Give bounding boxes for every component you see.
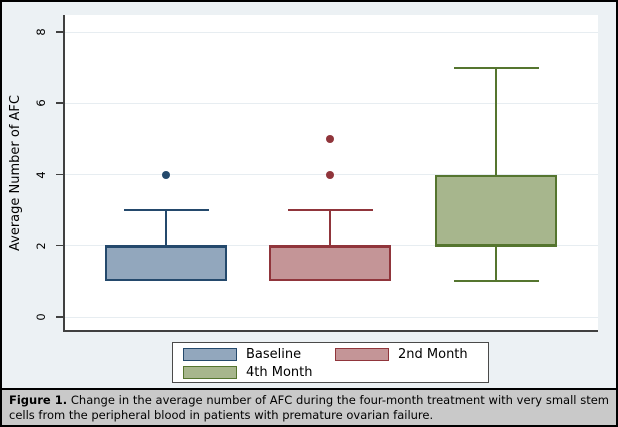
y-tick-label: 4 bbox=[34, 170, 48, 179]
y-tick-label: 8 bbox=[34, 28, 48, 36]
legend-entry-baseline: Baseline bbox=[183, 347, 335, 362]
y-tick-label: 2 bbox=[34, 242, 48, 250]
caption-text: Change in the average number of AFC duri… bbox=[9, 393, 609, 422]
legend-label: Baseline bbox=[246, 346, 302, 362]
median-line bbox=[269, 244, 391, 247]
figure-caption: Figure 1. Change in the average number o… bbox=[2, 388, 616, 425]
lower-whisker-cap bbox=[453, 280, 539, 283]
upper-whisker-line bbox=[495, 67, 497, 175]
legend-label: 4th Month bbox=[246, 364, 313, 380]
y-tick-mark bbox=[56, 244, 64, 247]
y-tick-mark bbox=[56, 31, 64, 33]
outlier-dot bbox=[326, 170, 334, 179]
legend-entry-2nd-month: 2nd Month bbox=[335, 347, 480, 362]
box-baseline bbox=[105, 245, 227, 282]
baseline-swatch bbox=[183, 347, 237, 361]
4th-month-swatch bbox=[183, 365, 237, 379]
median-line bbox=[435, 244, 557, 247]
outlier-dot bbox=[326, 135, 334, 143]
2nd-month-swatch bbox=[335, 347, 389, 361]
upper-whisker-cap bbox=[287, 209, 373, 211]
y-gridline bbox=[64, 316, 598, 318]
outlier-dot bbox=[162, 170, 170, 179]
lower-whisker-line bbox=[495, 245, 497, 282]
y-axis-title: Average Number of AFC bbox=[8, 95, 23, 251]
y-gridline bbox=[64, 102, 598, 104]
upper-whisker-line bbox=[165, 210, 167, 246]
legend: Baseline 2nd Month 4th Month bbox=[172, 342, 489, 383]
y-gridline bbox=[64, 31, 598, 33]
upper-whisker-cap bbox=[123, 209, 209, 211]
upper-whisker-line bbox=[329, 210, 331, 246]
y-tick-label: 6 bbox=[34, 99, 48, 108]
legend-entry-4th-month: 4th Month bbox=[183, 365, 335, 380]
legend-label: 2nd Month bbox=[398, 346, 468, 362]
caption-label: Figure 1. bbox=[9, 393, 68, 407]
median-line bbox=[105, 244, 227, 247]
y-tick-label: 0 bbox=[34, 313, 48, 321]
y-tick-mark bbox=[56, 102, 64, 104]
box-4th-month bbox=[435, 174, 557, 246]
upper-whisker-cap bbox=[453, 66, 539, 69]
box-2nd-month bbox=[269, 245, 391, 282]
y-tick-mark bbox=[56, 173, 64, 176]
y-tick-mark bbox=[56, 316, 64, 318]
y-axis-line bbox=[63, 15, 65, 332]
x-axis-line bbox=[63, 330, 598, 332]
